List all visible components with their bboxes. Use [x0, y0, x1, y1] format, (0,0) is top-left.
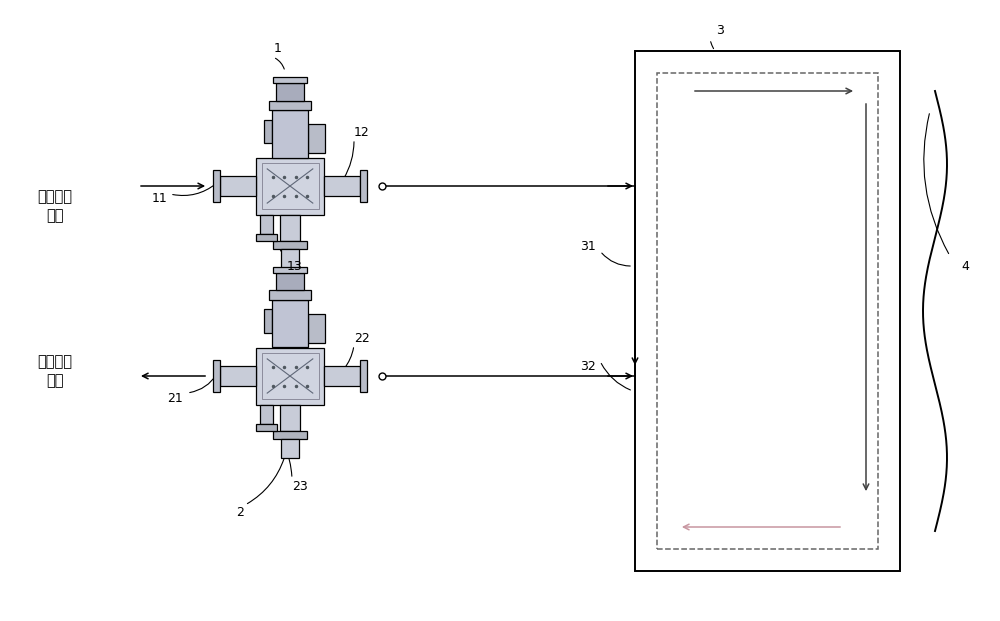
Bar	[256, 158, 324, 214]
Bar	[272, 110, 308, 158]
Bar	[324, 366, 360, 386]
Text: 31: 31	[580, 240, 596, 253]
Text: 1: 1	[274, 42, 282, 55]
Bar	[269, 101, 311, 110]
Bar	[264, 309, 272, 333]
Bar	[360, 170, 367, 202]
Bar	[256, 348, 324, 404]
Bar	[260, 214, 273, 233]
Bar	[308, 314, 325, 343]
Text: 23: 23	[292, 479, 308, 492]
Text: 13: 13	[287, 260, 303, 273]
Bar	[276, 273, 304, 291]
Text: 换热介质
入口: 换热介质 入口	[38, 189, 72, 223]
Bar	[220, 176, 256, 196]
Bar	[272, 300, 308, 348]
Bar	[260, 404, 273, 424]
Bar	[256, 424, 277, 431]
Bar	[213, 170, 220, 202]
Bar	[273, 267, 307, 273]
Bar	[262, 353, 318, 399]
Bar	[273, 431, 307, 438]
Text: 22: 22	[354, 332, 370, 345]
Bar	[273, 77, 307, 83]
Bar	[280, 214, 300, 241]
Bar	[220, 366, 256, 386]
Bar	[281, 248, 299, 268]
Bar	[256, 233, 277, 241]
Bar	[281, 438, 299, 458]
Text: 11: 11	[152, 193, 168, 206]
Text: 12: 12	[354, 127, 370, 140]
Text: 2: 2	[236, 507, 244, 520]
Text: 换热介质
出口: 换热介质 出口	[38, 354, 72, 388]
Text: 32: 32	[580, 360, 596, 373]
Bar	[273, 241, 307, 248]
Text: 3: 3	[716, 24, 724, 37]
Bar	[360, 360, 367, 392]
Bar	[213, 360, 220, 392]
Bar	[657, 73, 878, 549]
Bar	[324, 176, 360, 196]
Bar	[269, 291, 311, 300]
Text: 21: 21	[167, 392, 183, 406]
Text: 4: 4	[961, 260, 969, 273]
Bar	[308, 124, 325, 153]
Bar	[262, 163, 318, 209]
Bar	[276, 83, 304, 101]
Bar	[264, 119, 272, 143]
Bar	[280, 404, 300, 431]
Bar	[635, 51, 900, 571]
